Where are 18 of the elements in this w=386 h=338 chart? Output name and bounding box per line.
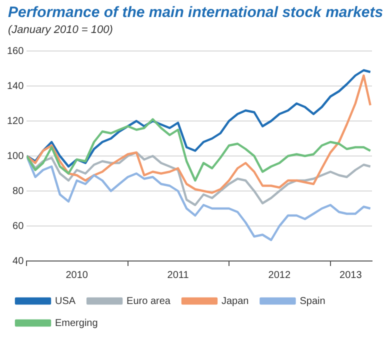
chart-subtitle: (January 2010 = 100) [8,24,113,36]
y-tick-label: 160 [6,46,24,57]
legend-label: Emerging [55,318,98,329]
y-tick-label: 60 [12,220,24,232]
y-tick-label: 120 [6,116,24,127]
y-tick-label: 80 [12,186,24,197]
legend-label: Spain [300,296,326,307]
x-tick-label: 2012 [268,270,291,281]
legend-label: USA [55,296,76,307]
x-tick-label: 2010 [66,270,88,281]
legend-label: Euro area [126,296,171,307]
legend-label: Japan [221,296,249,307]
x-tick-label: 2011 [167,270,190,281]
y-tick-label: 140 [6,80,24,92]
y-tick-label: 40 [12,256,24,267]
y-tick-label: 100 [6,150,24,162]
chart-title: Performance of the main international stock markets [8,4,384,21]
x-tick-label: 2013 [340,270,362,281]
